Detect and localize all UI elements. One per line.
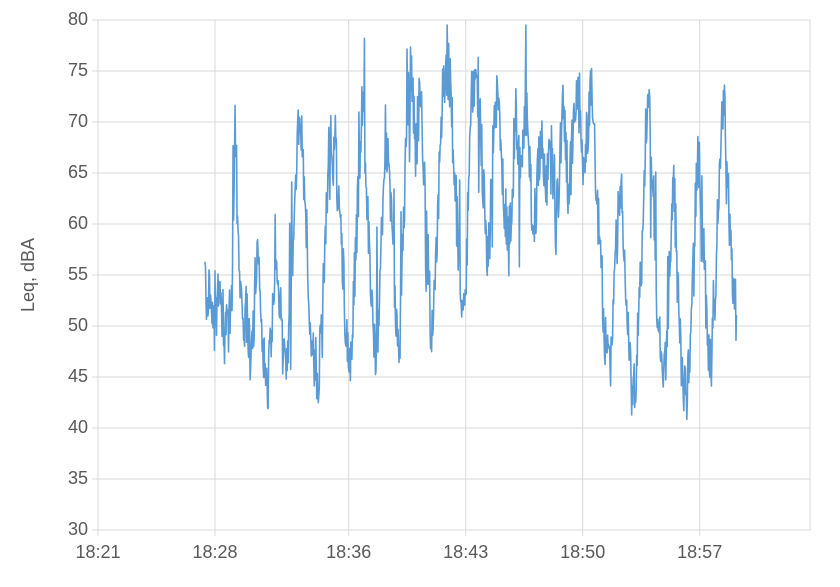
y-tick-label: 70 — [68, 111, 88, 131]
x-tick-label: 18:57 — [677, 542, 722, 562]
y-tick-label: 30 — [68, 519, 88, 539]
y-tick-label: 80 — [68, 9, 88, 29]
x-tick-label: 18:28 — [192, 542, 237, 562]
y-axis-title: Leq, dBA — [18, 238, 38, 312]
chart-container: 30 35 40 45 50 55 60 65 70 75 80 18:21 18:28 18:36 18:… — [0, 0, 840, 587]
x-tick-label: 18:21 — [75, 542, 120, 562]
y-tick-label: 55 — [68, 264, 88, 284]
x-tick-label: 18:36 — [326, 542, 371, 562]
y-tick-label: 65 — [68, 162, 88, 182]
y-tick-label: 50 — [68, 315, 88, 335]
y-tick-label: 75 — [68, 60, 88, 80]
y-tick-label: 40 — [68, 417, 88, 437]
y-tick-label: 35 — [68, 468, 88, 488]
y-tick-label: 60 — [68, 213, 88, 233]
leq-line-chart: 30 35 40 45 50 55 60 65 70 75 80 18:21 18:28 18:36 18:… — [0, 0, 840, 587]
x-tick-label: 18:43 — [443, 542, 488, 562]
y-tick-label: 45 — [68, 366, 88, 386]
x-tick-label: 18:50 — [560, 542, 605, 562]
